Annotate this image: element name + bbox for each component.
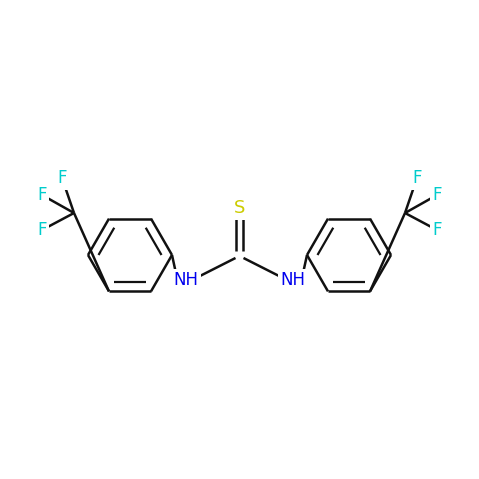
Text: NH: NH bbox=[281, 271, 306, 289]
Text: F: F bbox=[37, 221, 47, 239]
Text: F: F bbox=[37, 186, 47, 204]
Text: F: F bbox=[432, 186, 442, 204]
Text: F: F bbox=[412, 169, 422, 187]
Text: F: F bbox=[432, 221, 442, 239]
Text: S: S bbox=[234, 199, 245, 217]
Text: NH: NH bbox=[173, 271, 198, 289]
Text: F: F bbox=[57, 169, 67, 187]
